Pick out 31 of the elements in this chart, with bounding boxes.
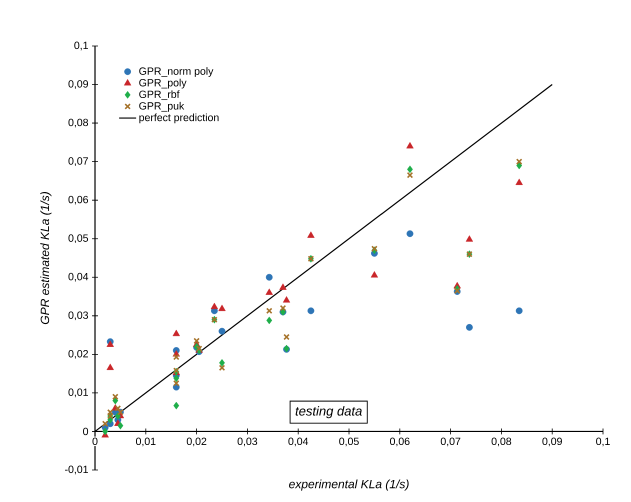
- legend-label: perfect prediction: [139, 114, 219, 124]
- y-tick-label: 0: [83, 428, 88, 436]
- legend-label: GPR_norm poly: [139, 67, 214, 77]
- annotation: testing data: [296, 406, 362, 418]
- x-tick-label: 0,06: [390, 438, 410, 446]
- y-tick-label: 0,06: [68, 196, 88, 205]
- y-tick-label: 0,1: [74, 42, 88, 50]
- y-axis-title: GPR estimated KLa (1/s): [40, 192, 52, 324]
- x-tick-label: 0,07: [440, 438, 460, 446]
- x-tick-label: 0,1: [596, 438, 610, 446]
- x-tick-label: 0,03: [238, 438, 258, 446]
- legend-label: GPR_puk: [139, 102, 184, 112]
- legend-label: GPR_poly: [139, 78, 187, 88]
- x-tick-label: 0,08: [492, 438, 512, 446]
- y-tick-label: 0,09: [68, 80, 88, 89]
- x-tick-label: 0,02: [186, 438, 206, 446]
- legend-label: GPR_rbf: [139, 90, 180, 100]
- y-tick-label: -0,01: [65, 466, 88, 474]
- x-tick-label: 0: [92, 438, 98, 446]
- y-tick-label: 0,01: [68, 388, 88, 398]
- y-tick-label: 0,08: [68, 118, 88, 128]
- x-tick-label: 0,05: [339, 438, 359, 446]
- y-tick-label: 0,03: [68, 311, 88, 320]
- y-tick-label: 0,07: [68, 157, 88, 166]
- x-tick-label: 0,01: [136, 438, 156, 446]
- y-tick-label: 0,04: [68, 272, 88, 282]
- x-tick-label: 0,09: [542, 438, 562, 446]
- x-axis-title: experimental KLa (1/s): [289, 479, 409, 491]
- x-tick-label: 0,04: [288, 438, 308, 446]
- y-tick-label: 0,02: [68, 350, 88, 359]
- y-tick-label: 0,05: [68, 234, 88, 244]
